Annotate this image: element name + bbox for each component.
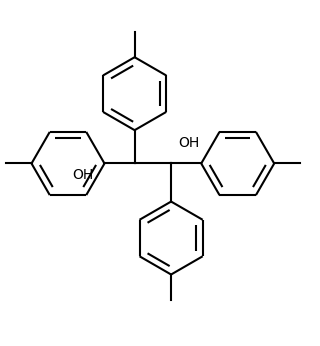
Text: OH: OH xyxy=(178,136,200,150)
Text: OH: OH xyxy=(72,167,93,182)
